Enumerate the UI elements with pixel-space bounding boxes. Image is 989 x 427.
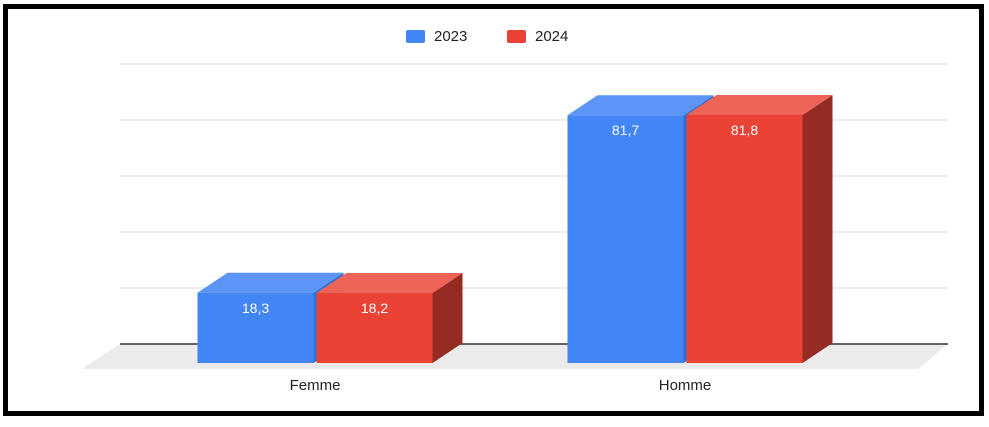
bar-top-face — [197, 272, 344, 293]
bar-top-face — [686, 94, 833, 115]
bar-2024-femme — [316, 273, 463, 363]
category-label: Homme — [659, 377, 712, 394]
data-label: 81,8 — [731, 122, 758, 138]
legend-swatch — [406, 30, 425, 43]
bar-front-face — [686, 114, 803, 364]
bar-top-face — [567, 95, 714, 116]
legend-label: 2024 — [535, 28, 568, 45]
data-label: 81,7 — [612, 122, 639, 138]
category-label: Femme — [290, 377, 341, 394]
legend-swatch — [507, 30, 526, 43]
bar-front-face — [316, 293, 433, 363]
data-label: 18,3 — [242, 300, 269, 316]
bar-side-face — [802, 94, 833, 364]
data-label: 18,2 — [361, 300, 388, 316]
legend-item-2024: 2024 — [507, 28, 568, 45]
legend-item-2023: 2023 — [406, 28, 467, 45]
bar-front-face — [197, 292, 314, 363]
bar-front-face — [567, 115, 684, 364]
bar-2024-homme — [686, 94, 833, 364]
legend-label: 2023 — [434, 28, 467, 45]
bar-top-face — [316, 273, 463, 294]
bar-side-face — [432, 273, 463, 363]
